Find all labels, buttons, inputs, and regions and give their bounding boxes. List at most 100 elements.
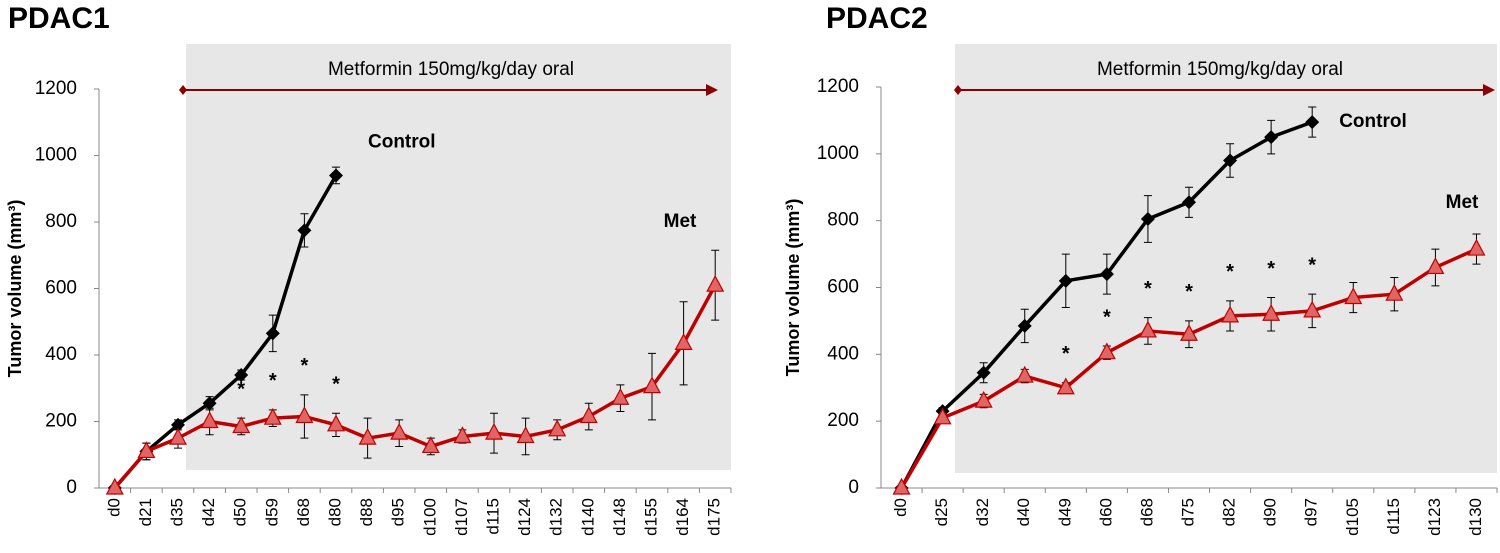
treatment-label: Metformin 150mg/kg/day oral: [328, 59, 574, 80]
y-tick-label: 600: [45, 278, 77, 299]
triangle-marker: [327, 414, 345, 432]
triangle-marker: [358, 427, 377, 445]
y-tick-label: 400: [45, 344, 77, 365]
y-tick-label: 800: [45, 211, 77, 232]
significance-mark: *: [1226, 261, 1234, 283]
panel-title: PDAC1: [8, 2, 110, 35]
treatment-region: [186, 44, 731, 470]
series-label: Control: [368, 131, 436, 152]
arrow-head: [706, 84, 718, 96]
triangle-marker: [579, 406, 598, 424]
x-tick-label: d115: [483, 498, 502, 535]
triangle-marker: [1303, 300, 1322, 318]
x-tick-label: d175: [705, 498, 724, 536]
triangle-marker: [453, 426, 472, 444]
x-tick-label: d88: [357, 498, 376, 526]
x-tick-label: d124: [515, 498, 534, 536]
x-tick-label: d82: [1220, 498, 1239, 526]
triangle-marker: [1180, 324, 1198, 341]
x-tick-label: d25: [932, 498, 951, 526]
diamond-marker: [1140, 211, 1155, 226]
significance-mark: *: [1308, 254, 1316, 276]
triangle-marker: [933, 407, 952, 425]
triangle-marker: [1056, 377, 1075, 395]
arrow-head: [1483, 84, 1495, 96]
significance-mark: *: [332, 373, 340, 395]
diamond-marker: [1223, 153, 1238, 168]
significance-mark: *: [1062, 343, 1070, 365]
panel: Metformin 150mg/kg/day oral PDAC2 Tumor vo…: [783, 2, 1498, 536]
series-label: Control: [1339, 111, 1407, 132]
triangle-marker: [169, 427, 187, 445]
triangle-marker: [1467, 238, 1486, 256]
arrow-tail: [179, 85, 187, 95]
triangle-marker: [200, 411, 219, 429]
significance-mark: *: [269, 370, 277, 392]
diamond-marker: [234, 367, 249, 382]
triangle-marker: [263, 407, 282, 425]
y-tick-label: 800: [827, 210, 859, 231]
triangle-marker: [105, 477, 124, 495]
diamond-marker: [976, 365, 991, 380]
triangle-marker: [974, 390, 993, 408]
triangle-marker: [1426, 257, 1445, 275]
x-tick-label: d105: [1343, 498, 1362, 536]
series-label: Met: [664, 211, 697, 232]
x-tick-label: d50: [231, 498, 250, 526]
x-tick-label: d90: [1261, 498, 1280, 526]
y-tick-label: 1000: [35, 145, 77, 166]
triangle-marker: [643, 376, 661, 394]
triangle-marker: [1344, 287, 1363, 305]
diamond-marker: [1305, 115, 1320, 130]
triangle-marker: [390, 422, 409, 440]
triangle-marker: [485, 422, 503, 440]
x-tick-label: d68: [1137, 498, 1156, 526]
y-tick-label: 600: [827, 277, 859, 298]
arrow-tail: [954, 85, 962, 95]
y-tick-label: 0: [66, 477, 77, 498]
triangle-marker: [1262, 303, 1281, 321]
triangle-marker: [232, 416, 251, 434]
series-label: Met: [1446, 192, 1479, 213]
y-tick-label: 0: [848, 477, 859, 498]
x-tick-label: d155: [641, 498, 660, 536]
significance-mark: *: [301, 355, 309, 377]
x-tick-label: d68: [294, 498, 313, 526]
panel-title: PDAC2: [826, 2, 928, 35]
diamond-marker: [1017, 318, 1032, 333]
x-tick-label: d130: [1466, 498, 1485, 536]
x-tick-label: d97: [1302, 498, 1321, 526]
triangle-marker: [674, 333, 693, 350]
triangle-marker: [892, 477, 911, 495]
treatment-region: [955, 44, 1497, 473]
diamond-marker: [1264, 130, 1279, 145]
x-tick-label: d0: [891, 498, 910, 517]
x-tick-label: d0: [104, 498, 123, 517]
diamond-marker: [1099, 267, 1114, 282]
x-tick-label: d95: [389, 498, 408, 526]
x-tick-label: d107: [452, 498, 471, 536]
triangle-marker: [706, 274, 725, 292]
significance-mark: *: [1185, 281, 1193, 303]
y-axis-label: Tumor volume (mm³): [783, 199, 803, 377]
series-line: [113, 174, 338, 490]
x-tick-label: d148: [610, 498, 629, 536]
x-tick-label: d49: [1055, 498, 1074, 526]
treatment-label: Metformin 150mg/kg/day oral: [1097, 59, 1343, 80]
y-tick-label: 200: [45, 411, 77, 432]
diamond-marker: [329, 168, 343, 183]
x-tick-label: d140: [578, 498, 597, 536]
x-tick-label: d60: [1096, 498, 1115, 526]
x-tick-label: d40: [1014, 498, 1033, 526]
y-tick-label: 1200: [817, 76, 859, 97]
triangle-marker: [1015, 365, 1034, 383]
significance-mark: *: [1267, 258, 1275, 280]
y-tick-label: 1200: [35, 78, 77, 99]
x-tick-label: d75: [1178, 498, 1197, 526]
x-tick-label: d32: [973, 498, 992, 526]
triangle-marker: [548, 419, 567, 437]
y-axis-label: Tumor volume (mm³): [5, 200, 25, 378]
triangle-marker: [295, 406, 314, 424]
significance-mark: *: [1103, 306, 1111, 328]
